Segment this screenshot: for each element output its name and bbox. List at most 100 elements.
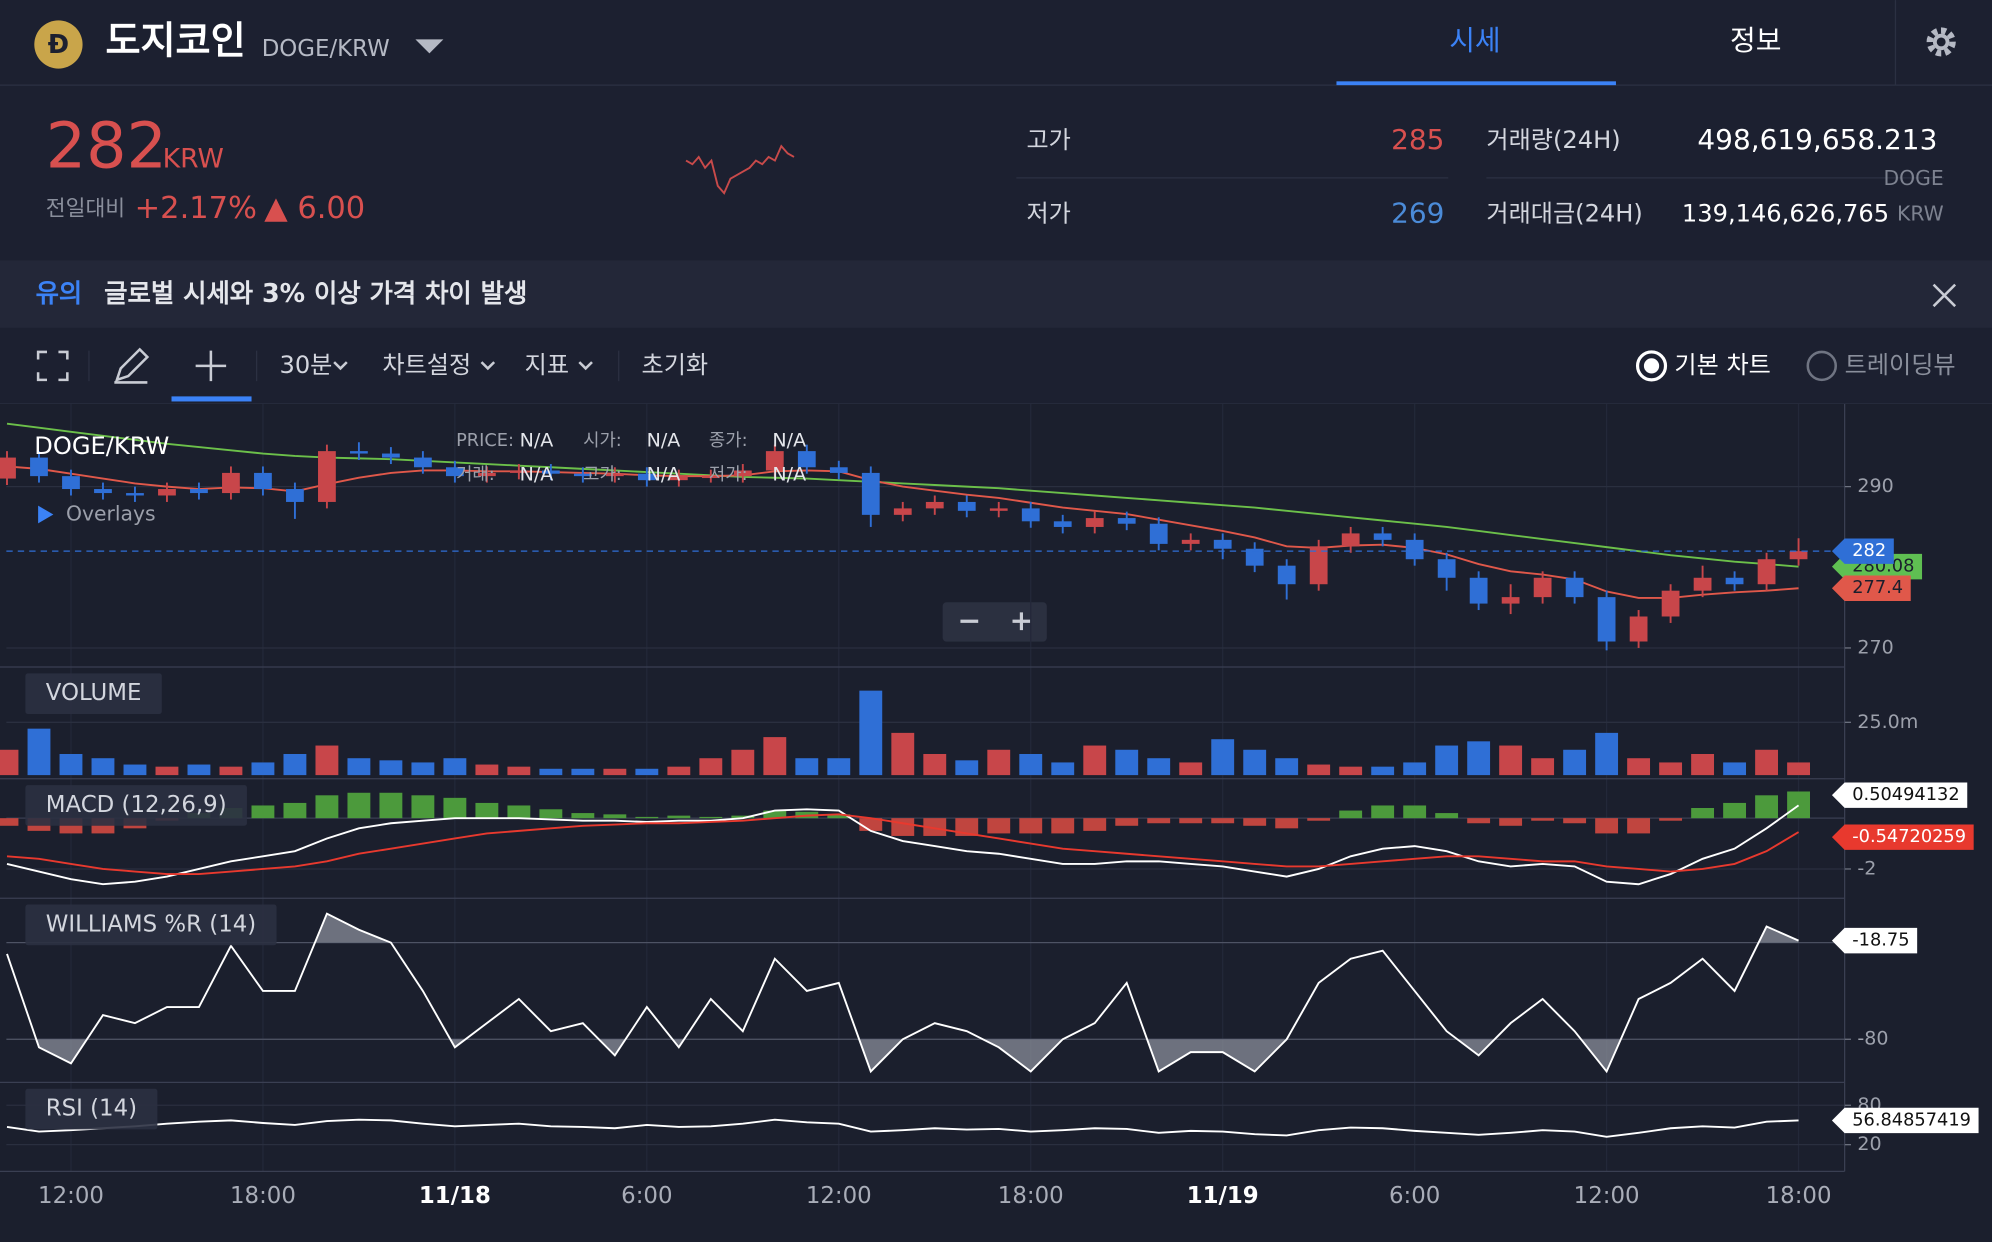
high: 285 — [1391, 123, 1444, 156]
tab[interactable]: 정보 — [1730, 24, 1781, 57]
value-label: 거래대금(24H) — [1486, 200, 1642, 228]
candle-body — [1085, 518, 1104, 527]
histogram-bar — [1307, 818, 1331, 821]
histogram-bar — [987, 818, 1011, 834]
chevron — [480, 361, 496, 371]
volume-bar — [0, 749, 19, 776]
candle-body — [765, 451, 784, 471]
volume-bar — [1371, 766, 1395, 776]
settings-gear[interactable] — [1926, 27, 1956, 57]
candle-body — [989, 508, 1008, 511]
info-value: N/A — [647, 429, 681, 451]
histogram-bar — [1403, 805, 1427, 819]
ma-tag-text: 277.4 — [1852, 577, 1903, 598]
coin-logo — [34, 20, 83, 69]
volume-bar — [1723, 762, 1747, 776]
candle-body — [1757, 559, 1776, 585]
tab-active[interactable]: 시세 — [1449, 24, 1500, 57]
tradingview[interactable]: 트레이딩뷰 — [1845, 351, 1956, 379]
candle-body — [861, 472, 880, 515]
candle-body — [1469, 577, 1488, 604]
draw[interactable] — [114, 347, 150, 384]
candle-body — [701, 476, 720, 479]
histogram-bar — [1019, 818, 1043, 834]
histogram-bar — [283, 802, 307, 819]
candle-body — [1629, 616, 1648, 642]
chart-settings[interactable]: 차트설정 — [382, 351, 471, 379]
histogram-bar — [1179, 818, 1203, 824]
interval[interactable]: 30분 — [279, 351, 332, 379]
volume-bar — [347, 758, 371, 776]
reset[interactable]: 초기화 — [642, 351, 709, 379]
basic-chart[interactable]: 기본 차트 — [1674, 351, 1770, 379]
chevron — [578, 361, 593, 371]
volume-bar — [1339, 766, 1363, 776]
candle-body — [1309, 546, 1328, 585]
volume-bar — [1179, 762, 1203, 776]
crosshair[interactable] — [195, 350, 227, 382]
candle-body — [1597, 597, 1616, 642]
signal-tag-text: -0.54720259 — [1852, 826, 1966, 847]
histogram-bar — [411, 795, 435, 819]
candle-body — [829, 467, 848, 473]
volume-bar — [1595, 732, 1619, 776]
panel-title: RSI (14) — [46, 1096, 137, 1122]
candle-body — [957, 501, 976, 511]
signal-tag-bg — [1831, 824, 1974, 850]
logo-glyph: Ð — [48, 29, 69, 59]
volume-bar — [1435, 745, 1459, 776]
candle-body — [925, 501, 944, 509]
y-tick-label: 290 — [1857, 475, 1893, 497]
candle-body — [318, 451, 336, 502]
info-value: N/A — [647, 464, 681, 486]
y-tick-label: 20 — [1857, 1133, 1881, 1155]
candle-body — [573, 473, 592, 477]
volume-bar — [763, 737, 787, 776]
y-tick-label: -80 — [1857, 1028, 1888, 1050]
macd-tag-text: 0.50494132 — [1852, 784, 1959, 805]
candle-body — [1117, 518, 1136, 524]
volume-bar — [699, 758, 723, 776]
line — [6, 804, 1800, 886]
volume-bar — [1083, 745, 1107, 776]
histogram-bar — [1051, 818, 1075, 834]
radio-on[interactable] — [1635, 350, 1668, 382]
y-tick-label: 25.0m — [1857, 711, 1918, 733]
radio-off[interactable] — [1806, 350, 1838, 382]
low-label: 저가 — [1026, 200, 1070, 228]
zoom-controls[interactable] — [942, 602, 1047, 642]
overlays-toggle[interactable] — [38, 505, 54, 524]
candle-body — [893, 508, 912, 515]
info-value: N/A — [520, 464, 554, 486]
indicators[interactable]: 지표 — [525, 351, 569, 379]
candle-body — [0, 457, 16, 479]
volume-bar — [379, 760, 403, 776]
fullscreen[interactable] — [36, 350, 69, 382]
candle-body — [413, 457, 432, 468]
line — [6, 465, 1799, 599]
volume-bar — [315, 745, 339, 776]
histogram-bar — [0, 818, 19, 826]
candle-body — [1213, 539, 1232, 549]
histogram-bar — [1563, 818, 1587, 824]
histogram-bar — [443, 797, 467, 819]
volume-bar — [1467, 741, 1491, 776]
info-label: 시가: — [583, 430, 622, 451]
value-tag: -18.75 — [1831, 927, 1918, 954]
histogram-bar — [1531, 818, 1555, 821]
candle-body — [541, 470, 560, 474]
histogram-bar — [1211, 818, 1235, 824]
x-tick-label: 18:00 — [998, 1183, 1064, 1209]
dropdown[interactable] — [415, 39, 444, 54]
close-notice[interactable] — [1932, 283, 1957, 308]
macd-tag-bg — [1831, 782, 1968, 808]
histogram-bar — [539, 809, 563, 819]
candle-body — [62, 476, 80, 490]
low: 269 — [1391, 197, 1444, 230]
histogram-bar — [1499, 818, 1523, 826]
candle-body — [222, 472, 240, 494]
candle-body — [1405, 539, 1424, 560]
line — [6, 422, 1799, 568]
